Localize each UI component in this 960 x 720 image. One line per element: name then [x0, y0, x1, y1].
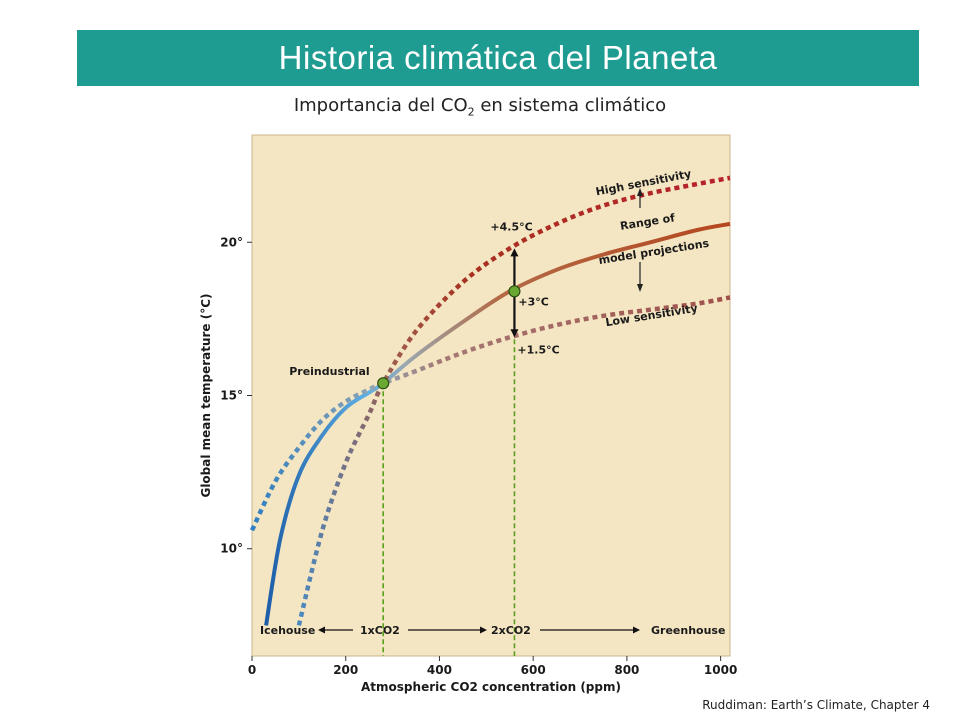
curve-central	[264, 221, 731, 626]
label-1xco2: 1xCO2	[360, 624, 400, 637]
subtitle-subscript: 2	[467, 105, 475, 119]
arrow-head-up	[510, 248, 519, 257]
y-tick-label-15: 15°	[220, 389, 243, 403]
x-axis-title: Atmospheric CO2 concentration (ppm)	[361, 680, 621, 694]
y-axis-title: Global mean temperature (°C)	[199, 293, 213, 497]
subtitle-suffix: en sistema climático	[474, 95, 667, 116]
subtitle-prefix: Importancia del CO	[293, 95, 468, 116]
label-preindustrial: Preindustrial	[289, 365, 369, 378]
range-pointer-up-head	[637, 188, 643, 196]
label-icehouse: Icehouse	[260, 624, 315, 637]
arrow-head-down	[510, 329, 519, 338]
label-plus-1-5: +1.5°C	[517, 343, 559, 356]
x-tick-label-400: 400	[427, 663, 452, 677]
slide-title: Historia climática del Planeta	[278, 39, 718, 76]
row-arrow-mid-head	[480, 626, 487, 634]
x-tick-label-1000: 1000	[704, 663, 737, 677]
plot-background	[251, 134, 731, 657]
title-banner: Historia climática del Planeta	[77, 30, 919, 86]
source-credit: Ruddiman: Earth’s Climate, Chapter 4	[702, 698, 930, 712]
slide-subtitle: Importancia del CO2 en sistema climático	[0, 95, 960, 119]
y-tick-label-20: 20°	[220, 235, 243, 249]
row-arrow-right-head	[633, 626, 640, 634]
curve-low	[249, 295, 731, 532]
x-tick-label-200: 200	[333, 663, 358, 677]
label-2xco2: 2xCO2	[491, 624, 531, 637]
x-tick-label-800: 800	[614, 663, 639, 677]
marker-point-1	[377, 377, 390, 390]
label-greenhouse: Greenhouse	[651, 624, 725, 637]
label-plus-4-5: +4.5°C	[490, 220, 532, 233]
label-plus-3: +3°C	[518, 295, 548, 308]
y-tick-label-10: 10°	[220, 542, 243, 556]
curve-high	[296, 175, 731, 626]
row-arrow-left-1-head	[318, 626, 325, 634]
chart-container: Preindustrial +4.5°C +3°C +1.5°C High sensit…	[190, 130, 750, 695]
range-pointer-down-head	[637, 284, 643, 292]
marker-point-2	[508, 285, 521, 298]
x-tick-label-0: 0	[248, 663, 256, 677]
x-tick-label-600: 600	[521, 663, 546, 677]
